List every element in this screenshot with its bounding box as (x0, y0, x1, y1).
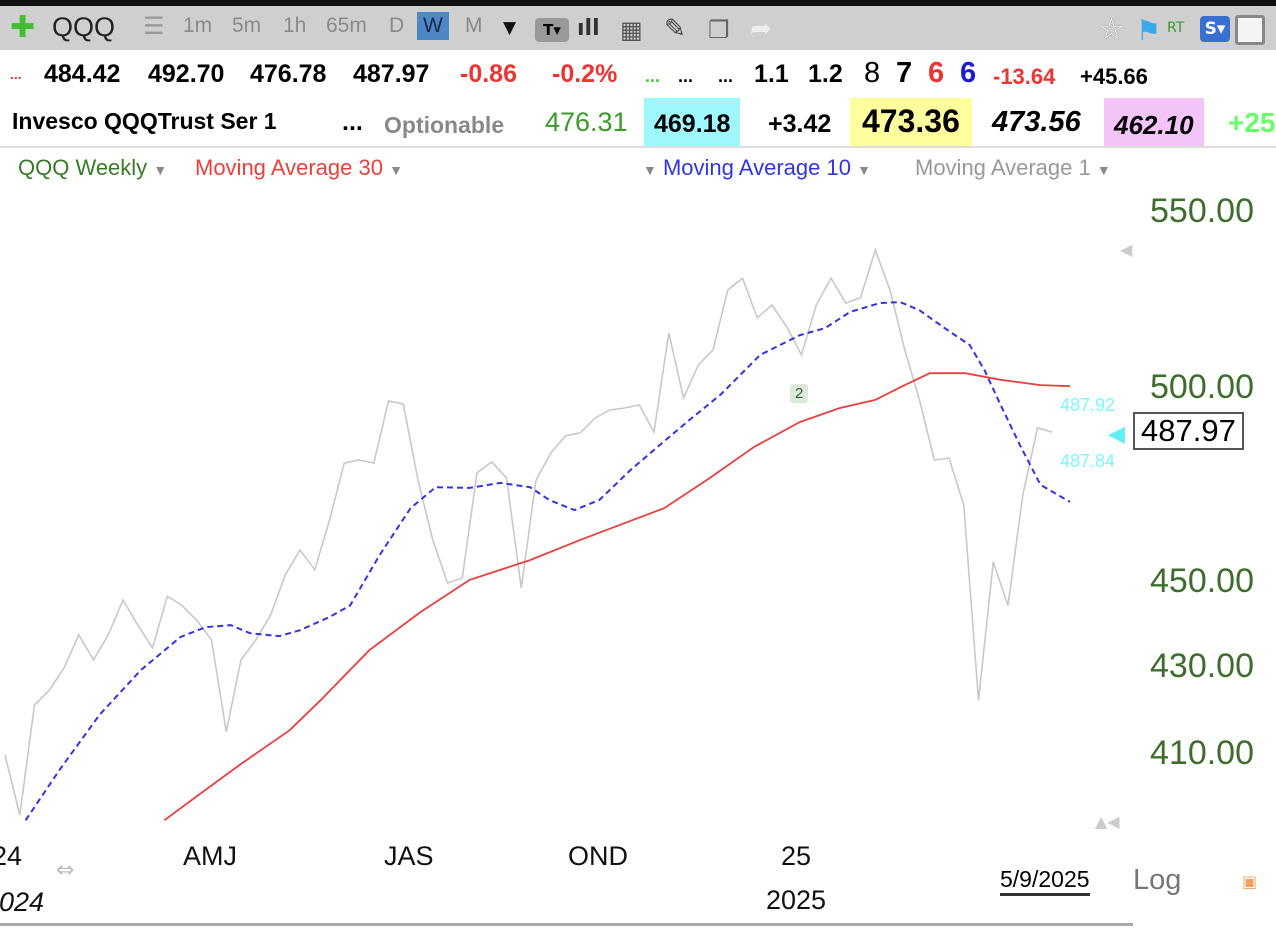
dots: ... (645, 66, 661, 86)
date-label[interactable]: 5/9/2025 (1000, 866, 1090, 896)
y-tick: 410.00 (1150, 734, 1254, 772)
interval-5m[interactable]: 5m (232, 14, 262, 37)
x-label: JAS (384, 841, 434, 871)
ma30-line (163, 372, 1071, 822)
count-1: 8 (864, 57, 881, 89)
value-p7: +25 (1228, 107, 1276, 138)
share-icon[interactable]: ➦ (750, 14, 772, 44)
price-change: -0.86 (460, 60, 517, 88)
value-p1: 476.31 (545, 107, 628, 137)
high-price: 492.70 (148, 60, 225, 88)
interval-m[interactable]: M (465, 14, 483, 37)
count-2: 7 (896, 57, 913, 89)
pan-icon[interactable]: ⇔ (56, 858, 75, 883)
chevron-down-icon: ▼ (389, 162, 403, 178)
chevron-down-icon: ▼ (643, 162, 657, 178)
last-price-box: 487.97 (1133, 412, 1244, 451)
bar-chart-icon[interactable]: ıll (577, 16, 600, 41)
close-price: 487.97 (353, 60, 430, 88)
ask-label: 487.84 (1060, 451, 1116, 471)
y-tick: 500.00 (1150, 368, 1254, 406)
y-tick: 430.00 (1150, 647, 1254, 685)
chevron-down-icon[interactable]: ▼ (503, 18, 517, 38)
value-2: 1.2 (808, 60, 843, 88)
value-p4: 473.36 (850, 98, 972, 146)
info-row: Invesco QQQTrust Ser 1 ... Optionable 47… (0, 98, 1276, 148)
interval-1m[interactable]: 1m (183, 14, 213, 37)
dots: ... (678, 66, 694, 86)
price-line (4, 247, 1053, 816)
chevron-down-icon: ▼ (857, 162, 871, 178)
flag-icon[interactable]: ⚑ (1136, 14, 1162, 47)
more-dots[interactable]: ... (342, 108, 363, 136)
interval-d[interactable]: D (389, 14, 405, 37)
x-label-year: 2024 (0, 887, 45, 917)
value-p5: 473.56 (992, 106, 1081, 138)
legend-ma10-label: Moving Average 10 (662, 155, 851, 180)
interval-1h[interactable]: 1h (283, 14, 307, 37)
price-change-pct: -0.2% (552, 60, 618, 88)
chevron-down-icon: ▼ (1096, 162, 1111, 178)
bid-label: 487.92 (1060, 395, 1116, 415)
open-price: 484.42 (44, 60, 121, 88)
count-4: 6 (960, 57, 977, 89)
pencil-icon[interactable]: ✎ (664, 14, 686, 44)
price-pointer-icon: ◀ (1108, 422, 1125, 447)
legend-ma1-label: Moving Average 1 (915, 155, 1091, 180)
settings-icon[interactable]: ▣ (1242, 872, 1258, 891)
list-icon[interactable]: ☰ (143, 12, 165, 40)
low-price: 476.78 (250, 60, 327, 88)
add-icon[interactable]: ✚ (10, 10, 36, 45)
grid-add-icon[interactable]: ▦ (620, 16, 643, 44)
x-label: 24 (0, 841, 23, 871)
realtime-label: RT (1167, 20, 1185, 36)
ma10-line (24, 301, 1071, 821)
x-label: 25 (781, 841, 812, 871)
interval-65m[interactable]: 65m (326, 14, 367, 37)
value-4: +45.66 (1080, 64, 1148, 89)
scroll-up-icon[interactable]: ◀ (1120, 240, 1133, 259)
x-label: OND (568, 841, 628, 871)
bottom-divider (0, 923, 1133, 926)
value-1: 1.1 (754, 60, 789, 88)
toolbar: ✚ QQQ ☰ 1m 5m 1h 65m D W M ▼ T▾ ıll ▦ ✎ … (0, 0, 1276, 50)
save-icon[interactable] (1235, 15, 1265, 45)
legend-ma10[interactable]: ▼ Moving Average 10 ▼ (643, 155, 871, 181)
price-chart[interactable] (0, 0, 1130, 928)
legend-series[interactable]: QQQ Weekly ▼ (18, 155, 167, 181)
marker-badge[interactable]: 2 (790, 384, 809, 403)
dots: ... (718, 66, 734, 86)
chevron-down-icon: ▼ (153, 162, 168, 178)
count-3: 6 (928, 57, 945, 89)
value-p6: 462.10 (1104, 98, 1204, 146)
interval-w[interactable]: W (417, 12, 449, 40)
s-menu-button[interactable]: S▾ (1200, 16, 1230, 42)
log-scale-toggle[interactable]: Log (1133, 864, 1182, 896)
optionable-label: Optionable (384, 112, 505, 138)
s-label: S (1204, 19, 1217, 39)
value-3: -13.64 (993, 64, 1056, 89)
folder-icon[interactable]: ❐ (708, 16, 730, 44)
x-label: AMJ (183, 841, 237, 871)
y-tick: 450.00 (1150, 562, 1254, 600)
value-p2: 469.18 (644, 98, 741, 146)
legend-ma1[interactable]: Moving Average 1 ▼ (915, 155, 1111, 181)
value-p3: +3.42 (768, 110, 832, 138)
x-label-year: 2025 (766, 885, 827, 915)
more-dots[interactable]: ... (10, 66, 22, 82)
y-tick: 550.00 (1150, 192, 1254, 230)
security-name: Invesco QQQTrust Ser 1 (12, 108, 277, 134)
legend-ma30[interactable]: Moving Average 30 ▼ (195, 155, 403, 181)
text-tool-icon[interactable]: T▾ (535, 18, 569, 42)
quote-row: ... 484.42 492.70 476.78 487.97 -0.86 -0… (0, 52, 1276, 98)
symbol-input[interactable]: QQQ (52, 12, 116, 42)
scroll-triangles-icon[interactable]: ▲◀ (1095, 812, 1120, 831)
star-icon[interactable]: ☆ (1098, 12, 1125, 47)
legend-ma30-label: Moving Average 30 (195, 155, 383, 180)
legend-series-label: QQQ Weekly (18, 155, 148, 180)
